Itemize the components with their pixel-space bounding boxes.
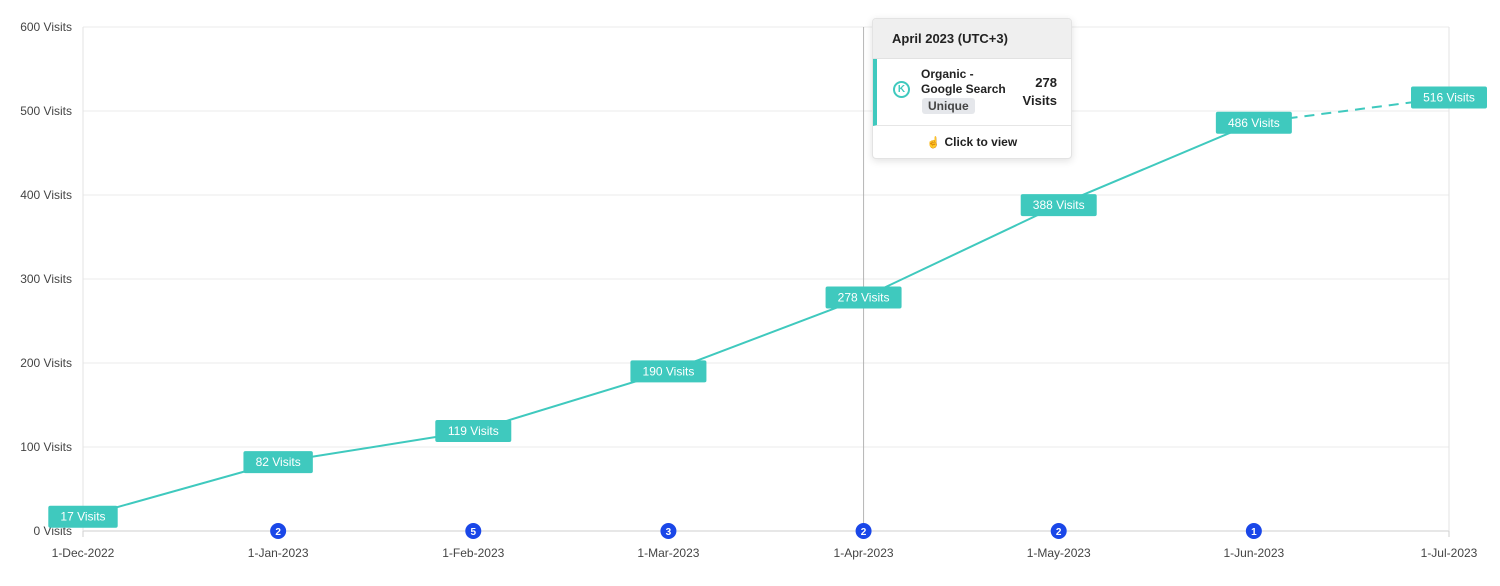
data-label-text: 82 Visits (256, 455, 301, 469)
annotation-circle (855, 523, 872, 539)
tooltip-value-unit: Visits (1022, 93, 1057, 108)
x-tick-label: 1-Jun-2023 (1223, 546, 1284, 560)
annotation-circle (1245, 523, 1262, 539)
x-tick-label: 1-Jul-2023 (1421, 546, 1478, 560)
data-label-text: 388 Visits (1033, 198, 1085, 212)
hand-pointer-icon: ☝ (926, 137, 941, 149)
tooltip-value-number: 278 (1035, 75, 1057, 90)
y-tick-label: 300 Visits (20, 272, 72, 286)
x-tick-label: 1-Mar-2023 (637, 546, 699, 560)
data-point: 119 Visits (435, 420, 512, 443)
data-label-box (1020, 194, 1097, 217)
data-point: 486 Visits (1215, 111, 1292, 134)
data-label-box (825, 286, 902, 309)
hover-tooltip[interactable]: April 2023 (UTC+3) K Organic - Google Se… (872, 18, 1072, 159)
grid-layer (82, 26, 1450, 532)
annotation-count: 5 (471, 527, 477, 538)
annotation-count: 2 (275, 527, 281, 538)
annotation-circle (465, 523, 482, 539)
annotation-count: 3 (666, 527, 672, 538)
click-to-view-label: Click to view (944, 135, 1018, 149)
annotation-count: 2 (861, 527, 867, 538)
y-tick-label: 500 Visits (20, 104, 72, 118)
data-label-text: 516 Visits (1423, 91, 1475, 105)
annotation-count: 1 (1251, 527, 1257, 538)
y-tick-label: 400 Visits (20, 188, 72, 202)
series-line-segment (668, 296, 864, 373)
x-tick-label: 1-May-2023 (1027, 546, 1091, 560)
annotation-marker: 2 (1050, 523, 1067, 539)
annotation-marker: 2 (270, 523, 287, 539)
data-point: 388 Visits (1020, 194, 1097, 217)
data-point: 190 Visits (630, 360, 707, 383)
data-label-box (1215, 111, 1292, 134)
data-label-text: 119 Visits (448, 424, 499, 438)
x-tick-label: 1-Apr-2023 (834, 546, 894, 560)
annotation-marker: 5 (465, 523, 482, 539)
data-label-box (48, 505, 118, 528)
annotation-layer: 2 5 3 2 2 1 (270, 523, 1262, 539)
data-label-text: 278 Visits (838, 290, 890, 304)
tooltip-title: April 2023 (UTC+3) (873, 19, 1071, 59)
annotation-marker: 1 (1245, 523, 1262, 539)
data-point: 82 Visits (243, 451, 313, 474)
unique-badge: Unique (922, 98, 975, 114)
x-tick-label: 1-Jan-2023 (248, 546, 309, 560)
annotation-count: 2 (1056, 527, 1062, 538)
tooltip-source-line2: Google Search (921, 82, 1006, 96)
y-tick-label: 100 Visits (20, 440, 72, 454)
data-label-text: 17 Visits (60, 510, 105, 524)
annotation-circle (1050, 523, 1067, 539)
data-label-text: 190 Visits (643, 364, 695, 378)
tooltip-source-line1: Organic - (921, 67, 974, 81)
data-label-text: 486 Visits (1228, 116, 1280, 130)
y-tick-label: 600 Visits (20, 20, 72, 34)
data-label-box (1411, 86, 1487, 109)
tooltip-source-name: Organic - Google Search (921, 67, 1013, 97)
data-label-box (435, 420, 512, 443)
annotation-marker: 2 (855, 523, 872, 539)
data-label-box (243, 451, 313, 474)
series-line-segment (1058, 121, 1255, 207)
tooltip-source-row[interactable]: K Organic - Google Search Unique 278 Vis… (873, 59, 1071, 126)
label-layer: 17 Visits 82 Visits 119 Visits 190 Visits 27… (48, 86, 1487, 528)
tooltip-value: 278 Visits (1023, 74, 1057, 110)
annotation-marker: 3 (660, 523, 677, 539)
click-to-view-button[interactable]: ☝ Click to view (873, 126, 1071, 158)
annotation-circle (660, 523, 677, 539)
x-tick-label: 1-Dec-2022 (52, 546, 115, 560)
source-k-icon: K (893, 81, 910, 98)
data-point: 516 Visits (1411, 86, 1487, 109)
data-point: 17 Visits (48, 505, 118, 528)
x-tick-label: 1-Feb-2023 (442, 546, 504, 560)
y-tick-label: 200 Visits (20, 356, 72, 370)
series-line-segment (863, 204, 1060, 299)
annotation-circle (270, 523, 287, 539)
data-label-box (630, 360, 707, 383)
data-point: 278 Visits (825, 286, 902, 309)
